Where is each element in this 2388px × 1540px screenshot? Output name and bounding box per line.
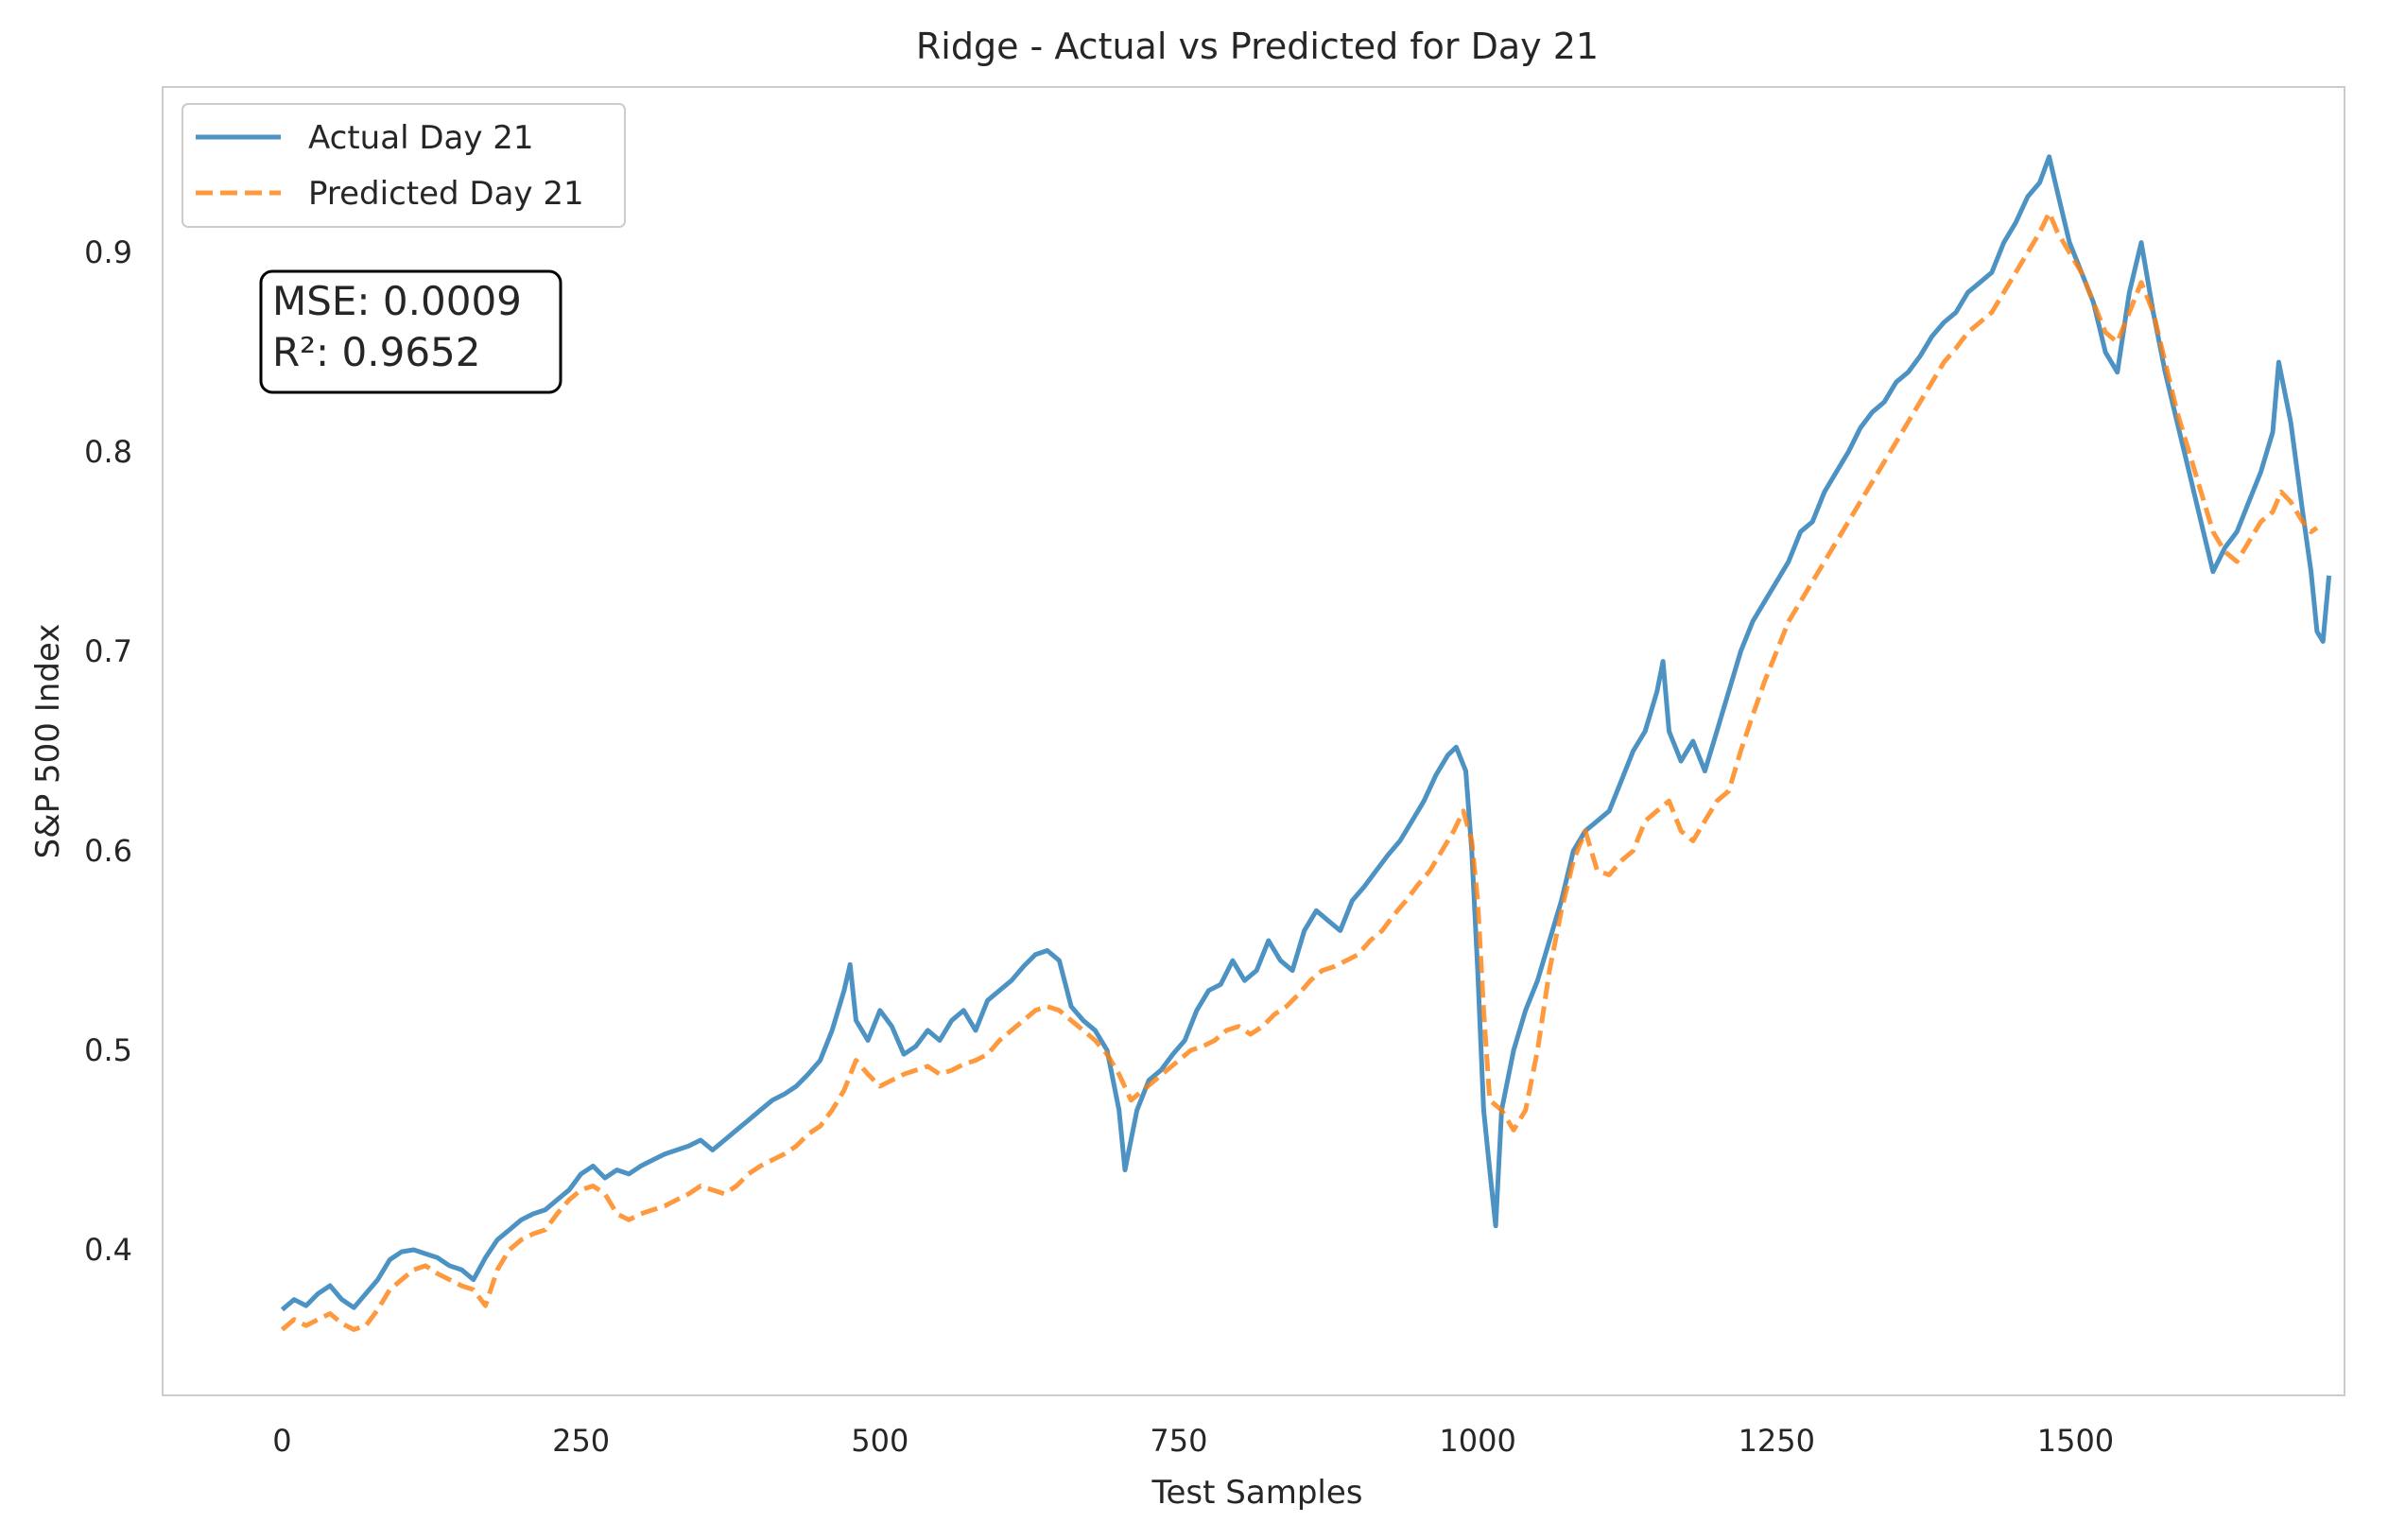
y-tick-label: 0.9 xyxy=(84,234,132,270)
x-tick-label: 250 xyxy=(552,1423,610,1459)
y-tick-label: 0.8 xyxy=(84,434,132,470)
x-tick-label: 750 xyxy=(1150,1423,1207,1459)
x-tick-label: 1500 xyxy=(2037,1423,2114,1459)
x-tick-label: 500 xyxy=(851,1423,908,1459)
y-tick-label: 0.7 xyxy=(84,633,132,669)
legend-label-predicted: Predicted Day 21 xyxy=(308,175,584,213)
series-layer xyxy=(280,154,2332,1332)
chart-title: Ridge - Actual vs Predicted for Day 21 xyxy=(916,26,1599,67)
legend-label-actual: Actual Day 21 xyxy=(308,119,534,157)
y-tick-label: 0.4 xyxy=(84,1232,132,1268)
x-tick-label: 0 xyxy=(272,1423,291,1459)
mse-text: MSE: 0.0009 xyxy=(272,278,522,324)
x-axis-label: Test Samples xyxy=(1151,1474,1363,1512)
series-line-actual xyxy=(280,154,2332,1312)
y-axis: 0.4 0.5 0.6 0.7 0.8 0.9 xyxy=(84,234,132,1268)
legend-box xyxy=(182,103,626,228)
x-tick-label: 1250 xyxy=(1739,1423,1815,1459)
annotation-box xyxy=(259,269,562,394)
x-tick-label: 1000 xyxy=(1439,1423,1515,1459)
legend: Actual Day 21 Predicted Day 21 xyxy=(182,103,626,228)
y-axis-label: S&P 500 Index xyxy=(29,624,67,859)
series-line-predicted xyxy=(280,210,2319,1332)
y-tick-label: 0.6 xyxy=(84,833,132,869)
metrics-annotation: MSE: 0.0009 R²: 0.9652 xyxy=(259,269,562,394)
x-axis: 0 250 500 750 1000 1250 1500 xyxy=(272,1423,2114,1459)
r2-text: R²: 0.9652 xyxy=(272,329,480,375)
y-tick-label: 0.5 xyxy=(84,1032,132,1068)
